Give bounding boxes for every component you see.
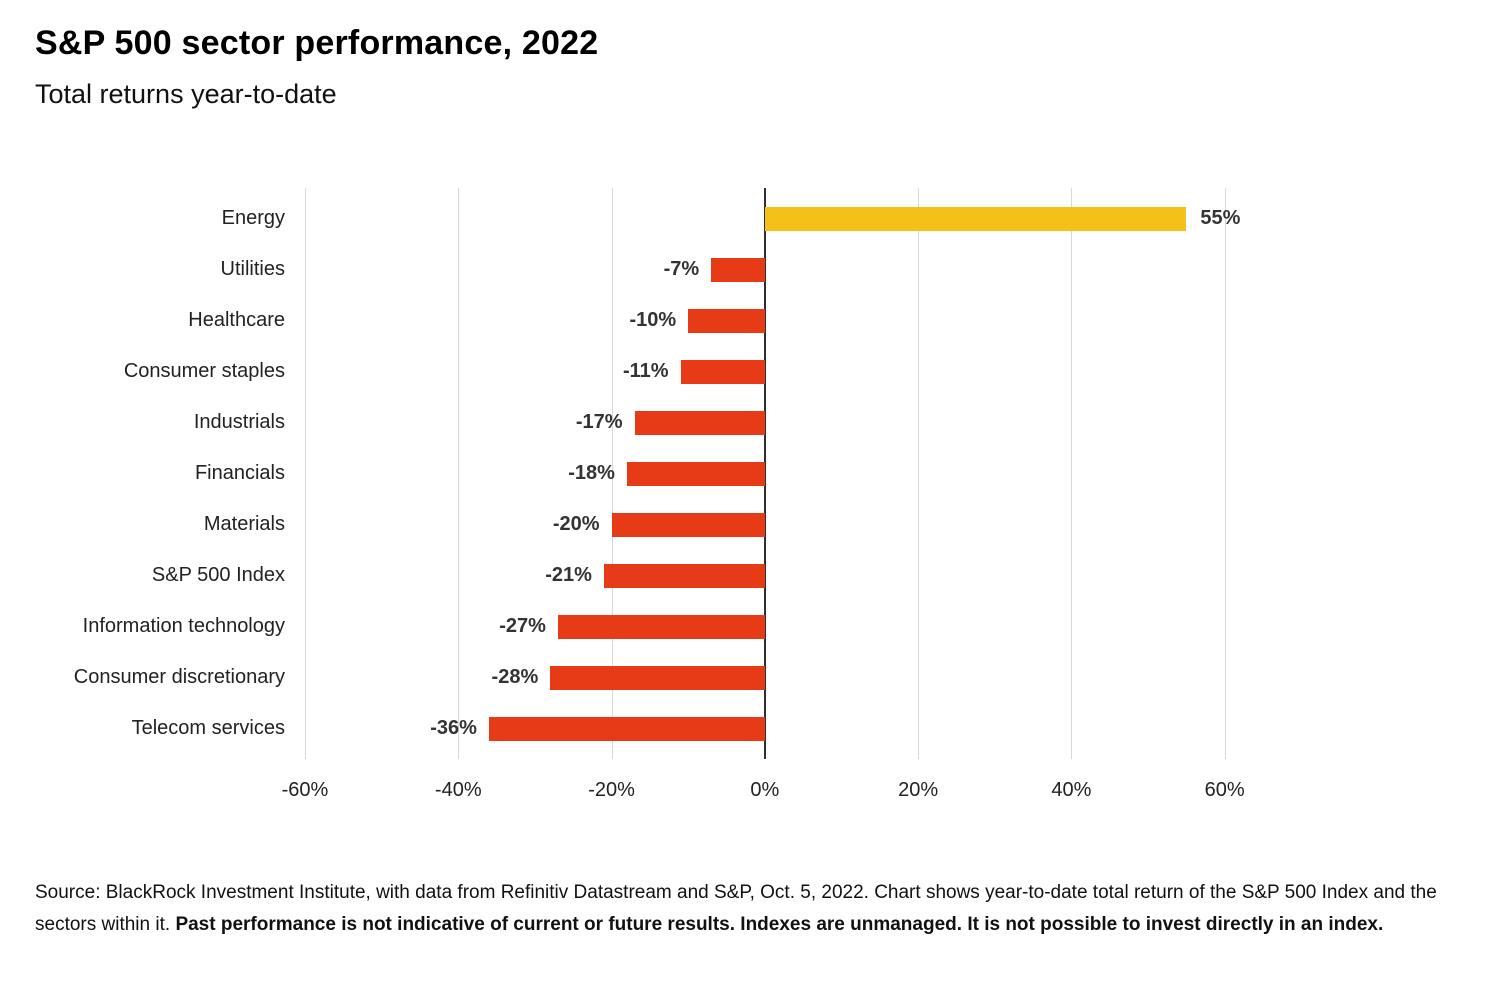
- gridline: [1071, 188, 1073, 759]
- value-label: -36%: [430, 717, 477, 739]
- category-label: Consumer staples: [123, 360, 285, 382]
- bar: [764, 206, 1187, 231]
- category-label: Financials: [194, 462, 285, 484]
- category-label: Industrials: [193, 411, 285, 433]
- bar: [557, 614, 765, 639]
- category-label: Information technology: [82, 615, 285, 637]
- value-label: -27%: [499, 615, 546, 637]
- bar: [611, 512, 765, 537]
- category-labels: Energy Utilities Healthcare Consumer staple…: [35, 188, 305, 754]
- chart-title: S&P 500 sector performance, 2022: [35, 24, 599, 62]
- value-label: -7%: [663, 258, 700, 280]
- source-disclaimer: Past performance is not indicative of cu…: [175, 914, 1384, 935]
- bar: [603, 563, 765, 588]
- value-label: -11%: [622, 360, 669, 382]
- value-label: 55%: [1200, 207, 1241, 229]
- value-label: -21%: [545, 564, 592, 586]
- x-tick-label: 60%: [1204, 779, 1245, 801]
- x-tick-label: 20%: [898, 779, 939, 801]
- value-label: -20%: [552, 513, 600, 535]
- value-label: -10%: [629, 309, 677, 331]
- category-label: Utilities: [220, 258, 285, 280]
- chart-page: S&P 500 sector performance, 2022 Total r…: [35, 24, 1465, 941]
- source-note: Source: BlackRock Investment Institute, …: [35, 877, 1465, 941]
- x-tick-label: -20%: [588, 779, 635, 801]
- bar: [680, 359, 765, 384]
- plot-area: 55% -7% -10% -11% -17% -18% -20% -21% -27% -28% -3…: [305, 188, 1286, 759]
- gridline: [1224, 188, 1226, 759]
- bar: [634, 410, 765, 435]
- bar-chart: Energy Utilities Healthcare Consumer staple…: [35, 188, 1465, 819]
- category-label: Energy: [221, 207, 285, 229]
- bar: [711, 257, 765, 282]
- plot-column: 55% -7% -10% -11% -17% -18% -20% -21% -27% -28% -3…: [282, 188, 1286, 819]
- gridline: [305, 188, 306, 759]
- x-axis: -60% -40% -20% 0% 20% 40% 60%: [282, 773, 1286, 819]
- category-label: Materials: [203, 513, 285, 535]
- bar: [550, 665, 765, 690]
- value-label: -18%: [568, 462, 615, 484]
- gridline: [458, 188, 460, 759]
- x-tick-label: 40%: [1051, 779, 1092, 801]
- zero-line: [763, 188, 766, 759]
- chart-subtitle: Total returns year-to-date: [35, 79, 337, 109]
- source-text: Source: BlackRock Investment Institute, …: [35, 882, 1437, 935]
- bar: [488, 716, 765, 741]
- category-label: Telecom services: [131, 717, 285, 739]
- category-label: S&P 500 Index: [151, 564, 285, 586]
- x-tick-label: -40%: [434, 779, 482, 801]
- category-label: Healthcare: [188, 309, 285, 331]
- bar: [688, 308, 765, 333]
- value-label: -17%: [575, 411, 623, 433]
- x-tick-label: 0%: [750, 779, 780, 801]
- bar: [626, 461, 765, 486]
- gridline: [918, 188, 920, 759]
- value-label: -28%: [491, 666, 539, 688]
- gridline: [611, 188, 613, 759]
- category-label: Consumer discretionary: [73, 666, 285, 688]
- x-tick-label: -60%: [281, 779, 329, 801]
